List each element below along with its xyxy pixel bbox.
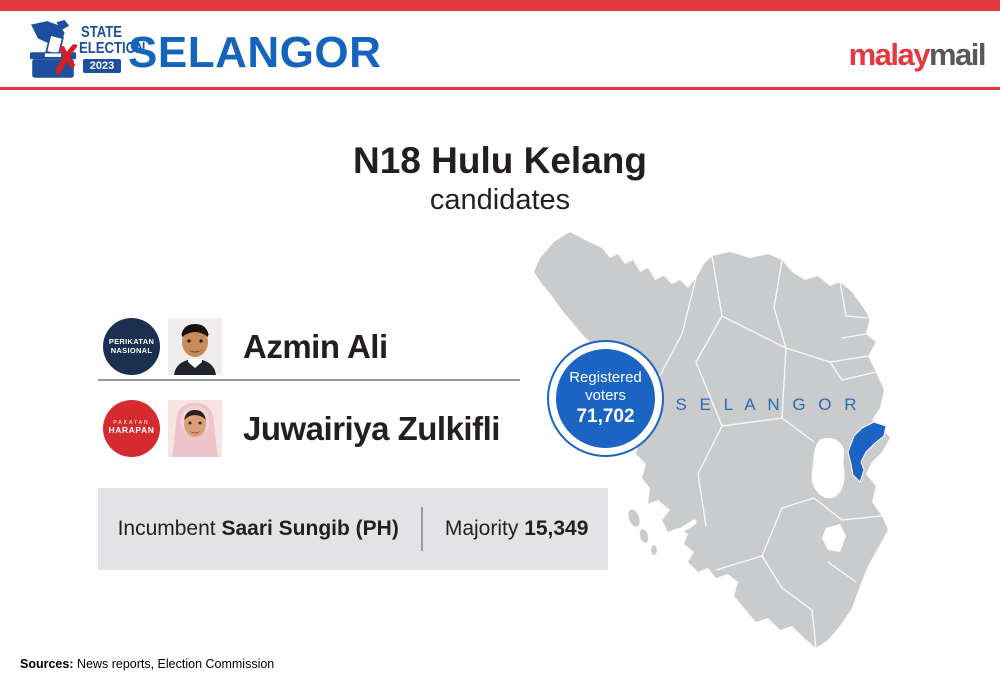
logo-year-badge: 2023 (82, 58, 122, 74)
page-title: SELANGOR (128, 28, 382, 77)
incumbent-majority-box: Incumbent Saari Sungib (PH) Majority 15,… (98, 488, 608, 570)
coastal-islands (628, 509, 657, 555)
malaymail-logo: malaymail (848, 37, 987, 73)
badge-line1: Registered (569, 368, 642, 386)
badge-value: 71,702 (576, 405, 635, 427)
candidate-row-juwairiya: PAKATAN HARAPAN Juwairiya Zulkifli (98, 400, 500, 457)
sources-label: Sources: (20, 657, 74, 671)
putrajaya-cutout (822, 524, 846, 552)
box-vertical-divider (420, 507, 423, 551)
constituency-heading: N18 Hulu Kelang (353, 140, 647, 181)
incumbent-label: Incumbent (117, 517, 222, 540)
pn-logo-line1: PERIKATAN (108, 336, 155, 346)
majority-label: Majority (444, 517, 525, 540)
estuary-river (669, 519, 697, 567)
candidate-photo-juwairiya (168, 400, 222, 457)
header-divider-line (0, 87, 1000, 90)
sources-text: News reports, Election Commission (73, 657, 275, 671)
kuala-lumpur-cutout (811, 438, 845, 499)
pakatan-harapan-logo: PAKATAN HARAPAN (103, 400, 160, 457)
incumbent-text: Incumbent Saari Sungib (PH) (118, 517, 399, 541)
district-borders (633, 255, 883, 649)
state-election-2023-logo: STATE ELECTION 2023 ✗ (25, 16, 145, 84)
brand-part-gray: mail (928, 37, 987, 72)
ballot-box-icon (29, 20, 77, 78)
candidates-subheading: candidates (429, 184, 571, 216)
majority-text: Majority 15,349 (445, 517, 589, 541)
candidate-photo-azmin (168, 318, 222, 375)
logo-text-state: STATE (81, 24, 123, 41)
red-cross-icon: ✗ (49, 38, 85, 84)
map-region-label: S E L A N G O R (675, 395, 860, 414)
candidate-rows-divider (98, 379, 520, 381)
majority-value: 15,349 (524, 517, 589, 540)
sources-note: Sources: News reports, Election Commissi… (20, 657, 274, 671)
registered-voters-badge: Registered voters 71,702 (547, 340, 664, 457)
candidate-row-azmin: PERIKATAN NASIONAL Azmin Ali (98, 318, 388, 375)
ph-logo-line1: PAKATAN (113, 419, 150, 426)
perikatan-nasional-logo: PERIKATAN NASIONAL (103, 318, 160, 375)
candidate-name: Juwairiya Zulkifli (243, 409, 500, 447)
candidate-name: Azmin Ali (243, 327, 388, 365)
ph-logo-line2: HARAPAN (108, 425, 155, 436)
pn-logo-line2: NASIONAL (110, 345, 153, 355)
top-red-bar (0, 0, 1000, 11)
badge-line2: voters (585, 386, 626, 404)
logo-text-election: ELECTION (79, 40, 146, 57)
registered-voters-circle: Registered voters 71,702 (556, 349, 655, 448)
n18-hulu-kelang-highlight (847, 421, 887, 483)
selangor-landmass (534, 232, 890, 648)
incumbent-value: Saari Sungib (PH) (221, 517, 399, 540)
selangor-map: S E L A N G O R (530, 230, 1000, 650)
brand-part-red: malay (848, 37, 931, 72)
